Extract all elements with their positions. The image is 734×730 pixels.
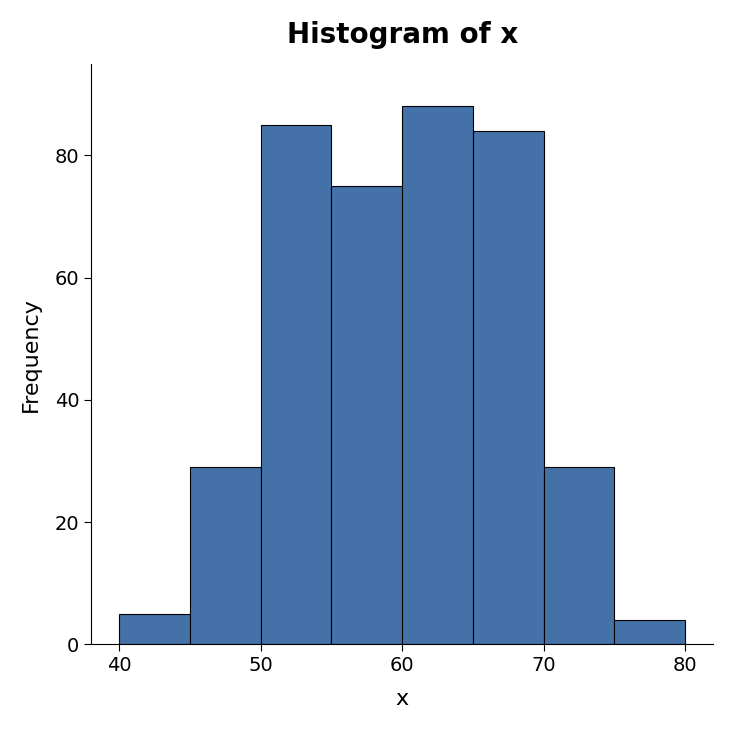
Bar <box>614 620 685 645</box>
X-axis label: x: x <box>396 689 409 709</box>
Bar <box>402 107 473 645</box>
Bar <box>473 131 543 645</box>
Y-axis label: Frequency: Frequency <box>21 296 41 412</box>
Bar <box>543 467 614 645</box>
Title: Histogram of x: Histogram of x <box>286 21 517 49</box>
Bar <box>332 186 402 645</box>
Bar <box>120 614 190 645</box>
Bar <box>190 467 261 645</box>
Bar <box>261 125 332 645</box>
